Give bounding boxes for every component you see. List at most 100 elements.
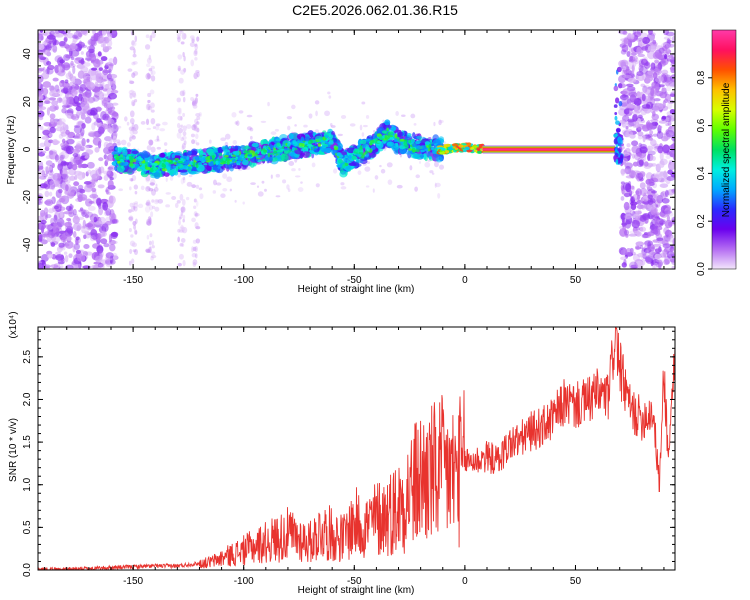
heatmap-cell: [652, 51, 662, 60]
heatmap-cell: [324, 140, 328, 144]
heatmap-cell: [314, 129, 319, 134]
heatmap-cell: [660, 60, 666, 64]
heatmap-cell: [434, 182, 437, 189]
heatmap-cell: [195, 93, 199, 97]
colorbar-tick-label: 0.4: [696, 166, 707, 180]
heatmap-cell: [154, 124, 160, 131]
heatmap-cell: [178, 219, 181, 226]
heatmap-cell: [150, 146, 156, 153]
heatmap-cell: [196, 142, 200, 146]
heatmap-cell: [637, 157, 644, 164]
heatmap-cell: [240, 153, 245, 156]
heatmap-cell: [79, 127, 85, 137]
heatmap-cell: [621, 214, 625, 223]
heatmap-cell: [182, 89, 186, 97]
heatmap-cell: [43, 264, 51, 269]
heatmap-cell: [205, 156, 211, 161]
heatmap-cell: [226, 160, 230, 166]
heatmap-cell: [664, 189, 669, 198]
heatmap-cell: [85, 223, 94, 228]
heatmap-cell: [87, 58, 91, 62]
heatmap-cell: [38, 233, 43, 242]
heatmap-cell: [428, 143, 432, 149]
heatmap-cell: [82, 219, 86, 229]
heatmap-cell: [66, 236, 73, 241]
heatmap-cell: [365, 115, 370, 119]
heatmap-cell: [109, 259, 116, 265]
heatmap-cell: [620, 99, 629, 107]
heatmap-cell: [369, 142, 373, 146]
heatmap-cell: [639, 146, 648, 154]
heatmap-cell: [401, 114, 406, 117]
heatmap-cell: [59, 120, 63, 128]
heatmap-cell: [189, 42, 196, 48]
heatmap-cell: [103, 141, 109, 149]
heatmap-cell: [662, 243, 671, 249]
heatmap-cell: [641, 233, 649, 239]
heatmap-cell: [112, 135, 117, 143]
heatmap-cell: [71, 164, 78, 171]
x-tick-label: -150: [123, 576, 143, 587]
heatmap-cell: [396, 184, 403, 189]
heatmap-cell: [631, 140, 639, 147]
heatmap-cell: [643, 86, 652, 95]
heatmap-cell: [431, 172, 435, 175]
heatmap-cell: [81, 71, 90, 76]
heatmap-cell: [264, 188, 267, 192]
heatmap-cell: [324, 134, 329, 139]
heatmap-cell: [73, 31, 83, 40]
heatmap-cell: [45, 160, 53, 167]
heatmap-cell: [179, 214, 183, 219]
heatmap-cell: [251, 142, 259, 148]
heatmap-cell: [133, 224, 137, 230]
carrier-core: [482, 148, 616, 151]
heatmap-cell: [613, 133, 618, 138]
heatmap-cell: [150, 65, 155, 70]
heatmap-cell: [118, 188, 123, 192]
heatmap-cell: [668, 233, 674, 243]
heatmap-cell: [388, 134, 394, 138]
heatmap-cell: [646, 243, 656, 253]
heatmap-cell: [49, 89, 58, 97]
heatmap-cell: [444, 143, 451, 148]
heatmap-cell: [51, 235, 61, 243]
heatmap-cell: [193, 99, 198, 106]
heatmap-cell: [105, 142, 115, 150]
heatmap-cell: [364, 150, 369, 154]
heatmap-cell: [165, 192, 171, 195]
heatmap-cell: [48, 133, 53, 137]
heatmap-cell: [118, 141, 122, 146]
heatmap-cell: [196, 121, 200, 125]
heatmap-cell: [231, 112, 237, 118]
heatmap-cell: [199, 157, 204, 162]
heatmap-cell: [97, 126, 105, 135]
heatmap-cell: [651, 81, 657, 89]
y-tick-label: 0.5: [22, 520, 33, 534]
heatmap-cell: [618, 108, 627, 116]
heatmap-cell: [433, 121, 436, 127]
heatmap-cell: [151, 251, 156, 255]
heatmap-cell: [46, 30, 52, 33]
heatmap-cell: [150, 70, 156, 76]
heatmap-cell: [639, 215, 647, 222]
heatmap-cell: [627, 118, 635, 123]
heatmap-cell: [66, 32, 74, 39]
heatmap-cell: [466, 149, 473, 153]
heatmap-cell: [82, 91, 90, 98]
heatmap-cell: [242, 158, 246, 161]
heatmap-cell: [434, 161, 439, 168]
heatmap-cell: [354, 149, 359, 153]
heatmap-cell: [621, 94, 627, 99]
heatmap-cell: [61, 107, 67, 114]
heatmap-cell: [198, 112, 202, 117]
heatmap-cell: [49, 180, 55, 186]
y-tick-label: 1.0: [22, 477, 33, 491]
heatmap-cell: [182, 177, 186, 184]
heatmap-cell: [376, 128, 383, 134]
heatmap-cell: [128, 260, 132, 266]
heatmap-cell: [179, 226, 183, 231]
heatmap-cell: [209, 162, 214, 167]
heatmap-cell: [647, 198, 654, 205]
heatmap-cell: [408, 140, 411, 144]
